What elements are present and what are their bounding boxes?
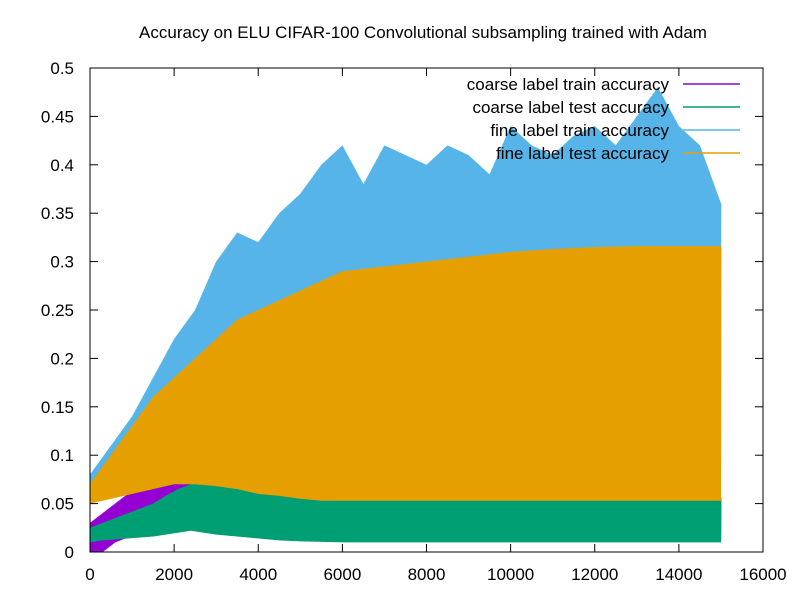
x-tick-label: 4000 <box>239 565 277 584</box>
y-tick-label: 0.45 <box>41 107 74 126</box>
x-axis: 0 2000 4000 6000 8000 10000 12000 14000 16000 <box>85 68 787 584</box>
legend-label-3: fine label train accuracy <box>490 121 669 140</box>
series-line-4 <box>89 246 722 504</box>
y-tick-label: 0.05 <box>41 495 74 514</box>
y-tick-label: 0.4 <box>50 156 74 175</box>
x-tick-label: 16000 <box>739 565 786 584</box>
y-axis: 0 0.05 0.1 0.15 0.2 0.25 0.3 0.35 0.4 0.45 0.5 <box>41 59 763 562</box>
legend-label-1: coarse label train accuracy <box>467 75 670 94</box>
plot-series <box>89 87 722 553</box>
legend-label-4: fine label test accuracy <box>496 144 669 163</box>
y-tick-label: 0.1 <box>50 446 74 465</box>
y-tick-label: 0.15 <box>41 398 74 417</box>
x-tick-label: 0 <box>85 565 94 584</box>
x-tick-label: 8000 <box>408 565 446 584</box>
x-tick-label: 14000 <box>655 565 702 584</box>
y-tick-label: 0.25 <box>41 301 74 320</box>
y-tick-label: 0.5 <box>50 59 74 78</box>
y-tick-label: 0.2 <box>50 349 74 368</box>
legend: coarse label train accuracy coarse label … <box>467 75 740 163</box>
x-tick-label: 10000 <box>487 565 534 584</box>
x-tick-label: 2000 <box>155 565 193 584</box>
y-tick-label: 0.35 <box>41 204 74 223</box>
chart-title: Accuracy on ELU CIFAR-100 Convolutional … <box>139 23 707 42</box>
x-tick-label: 6000 <box>323 565 361 584</box>
y-tick-label: 0 <box>65 543 74 562</box>
x-tick-label: 12000 <box>571 565 618 584</box>
y-tick-label: 0.3 <box>50 253 74 272</box>
legend-label-2: coarse label test accuracy <box>472 98 669 117</box>
